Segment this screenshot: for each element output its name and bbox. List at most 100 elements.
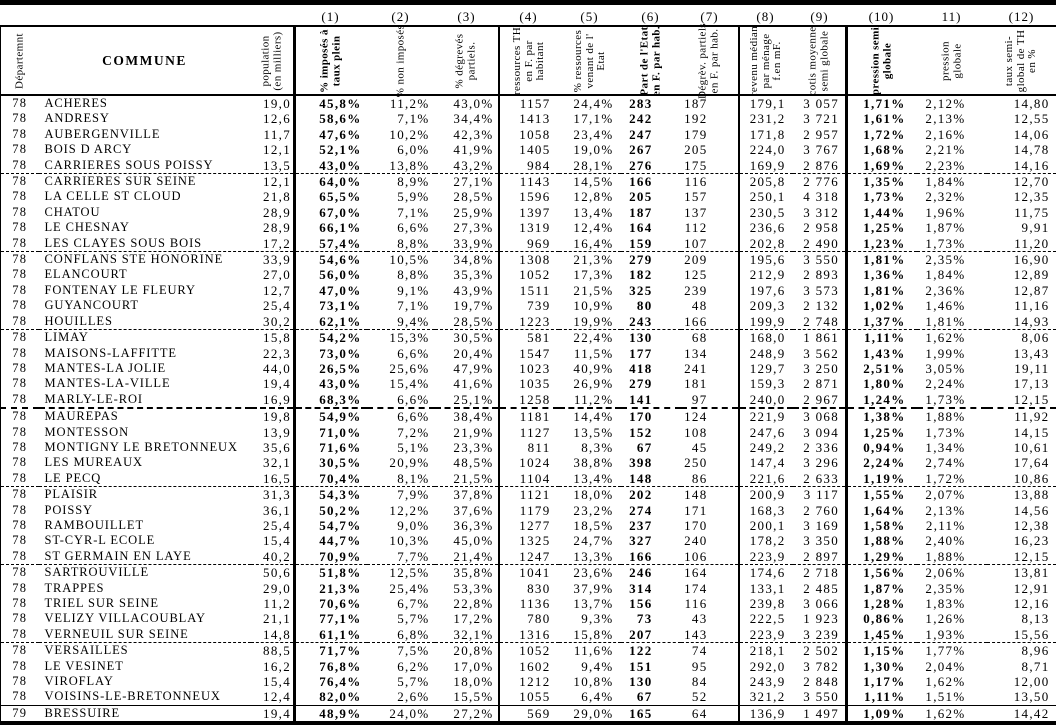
table-row: 78 VERNEUIL SUR SEINE 14,8 61,1% 6,8% 32…	[1, 627, 1056, 643]
table-row: 78 LES CLAYES SOUS BOIS 17,2 57,4% 8,8% …	[1, 236, 1056, 252]
table-cell: 1023	[499, 361, 559, 376]
dept-cell: 78	[1, 455, 39, 470]
band-spacer	[1, 5, 295, 26]
table-cell: 76,8%	[295, 659, 367, 674]
table-cell: 54,7%	[295, 518, 367, 533]
table-cell: 12,87	[987, 283, 1056, 298]
table-cell: 62,1%	[295, 314, 367, 330]
table-cell: 209	[681, 252, 739, 268]
dept-cell: 78	[1, 127, 39, 142]
table-cell: 247,6	[739, 425, 793, 440]
table-cell: 47,0%	[295, 283, 367, 298]
table-cell: 130	[621, 330, 681, 346]
dept-cell: 79	[1, 705, 39, 723]
table-cell: 57,4%	[295, 236, 367, 252]
table-cell: 1,81%	[917, 314, 987, 330]
table-cell: 17,0%	[435, 659, 499, 674]
table-cell: 116	[681, 174, 739, 190]
table-cell: 54,9%	[295, 408, 367, 424]
table-cell: 1596	[499, 189, 559, 204]
table-cell: 12,8%	[559, 189, 621, 204]
dept-cell: 78	[1, 298, 39, 313]
table-cell: 52,1%	[295, 142, 367, 157]
table-cell: 136,9	[739, 705, 793, 723]
table-cell: 3 068	[793, 408, 847, 424]
table-cell: 33,9%	[435, 236, 499, 252]
col-header: % imposés à taux plein	[295, 26, 367, 95]
dept-cell: 78	[1, 314, 39, 330]
table-cell: 22,8%	[435, 596, 499, 611]
table-cell: 11,75	[987, 205, 1056, 220]
table-cell: 13,7%	[559, 596, 621, 611]
table-cell: 250,1	[739, 189, 793, 204]
table-cell: 166	[621, 174, 681, 190]
table-cell: 70,6%	[295, 596, 367, 611]
dept-cell: 78	[1, 174, 39, 190]
table-cell: 11,6%	[559, 643, 621, 659]
table-cell: 1511	[499, 283, 559, 298]
table-cell: 125	[681, 267, 739, 282]
dept-cell: 78	[1, 158, 39, 174]
table-cell: 8,13	[987, 611, 1056, 626]
table-cell: 2,24%	[847, 455, 917, 470]
table-cell: 1223	[499, 314, 559, 330]
table-cell: 10,2%	[367, 127, 435, 142]
table-cell: 71,6%	[295, 440, 367, 455]
table-cell: 15,8%	[559, 627, 621, 643]
dept-cell: 78	[1, 330, 39, 346]
commune-cell: VOISINS-LE-BRETONNEUX	[39, 689, 251, 705]
table-cell: 237	[621, 518, 681, 533]
table-cell: 327	[621, 533, 681, 548]
table-cell: 2,07%	[917, 487, 987, 503]
table-cell: 137	[681, 205, 739, 220]
table-cell: 9,3%	[559, 611, 621, 626]
table-cell: 166	[621, 549, 681, 565]
table-cell: 41,9%	[435, 142, 499, 157]
table-cell: 178,2	[739, 533, 793, 548]
population-cell: 15,8	[251, 330, 295, 346]
col-header: % ressources venant de l' Etat	[559, 26, 621, 95]
commune-cell: SARTROUVILLE	[39, 565, 251, 581]
table-cell: 181	[681, 376, 739, 391]
commune-cell: AUBERGENVILLE	[39, 127, 251, 142]
table-row: 78 LA CELLE ST CLOUD 21,8 65,5% 5,9% 28,…	[1, 189, 1056, 204]
table-cell: 1,26%	[917, 611, 987, 626]
table-cell: 1258	[499, 392, 559, 408]
table-cell: 67,0%	[295, 205, 367, 220]
dept-cell: 78	[1, 440, 39, 455]
table-cell: 984	[499, 158, 559, 174]
table-cell: 969	[499, 236, 559, 252]
table-cell: 200,1	[739, 518, 793, 533]
table-cell: 205	[681, 142, 739, 157]
table-cell: 13,3%	[559, 549, 621, 565]
table-cell: 1,19%	[847, 471, 917, 487]
population-cell: 17,2	[251, 236, 295, 252]
table-cell: 325	[621, 283, 681, 298]
table-cell: 38,8%	[559, 455, 621, 470]
dept-cell: 78	[1, 205, 39, 220]
table-cell: 2 633	[793, 471, 847, 487]
table-cell: 43,0%	[295, 376, 367, 391]
table-cell: 12,55	[987, 111, 1056, 126]
table-cell: 1,81%	[847, 283, 917, 298]
table-row: 78 ANDRESY 12,6 58,6% 7,1% 34,4% 1413 17…	[1, 111, 1056, 126]
table-cell: 73,1%	[295, 298, 367, 313]
table-row: 78 POISSY 36,1 50,2% 12,2% 37,6% 1179 23…	[1, 503, 1056, 518]
table-row: 78 LE PECQ 16,5 70,4% 8,1% 21,5% 1104 13…	[1, 471, 1056, 487]
table-cell: 3,05%	[917, 361, 987, 376]
table-cell: 71,7%	[295, 643, 367, 659]
table-row: 78 GUYANCOURT 25,4 73,1% 7,1% 19,7% 739 …	[1, 298, 1056, 313]
table-cell: 5,7%	[367, 674, 435, 689]
commune-cell: MANTES-LA-VILLE	[39, 376, 251, 391]
table-cell: 2,04%	[917, 659, 987, 674]
dept-cell: 78	[1, 267, 39, 282]
table-cell: 34,8%	[435, 252, 499, 268]
commune-cell: LA CELLE ST CLOUD	[39, 189, 251, 204]
table-cell: 45,0%	[435, 533, 499, 548]
table-cell: 3 250	[793, 361, 847, 376]
table-row: 78 CHATOU 28,9 67,0% 7,1% 25,9% 1397 13,…	[1, 205, 1056, 220]
dept-cell: 78	[1, 408, 39, 424]
table-cell: 1,99%	[917, 346, 987, 361]
table-cell: 171	[681, 503, 739, 518]
table-cell: 202	[621, 487, 681, 503]
